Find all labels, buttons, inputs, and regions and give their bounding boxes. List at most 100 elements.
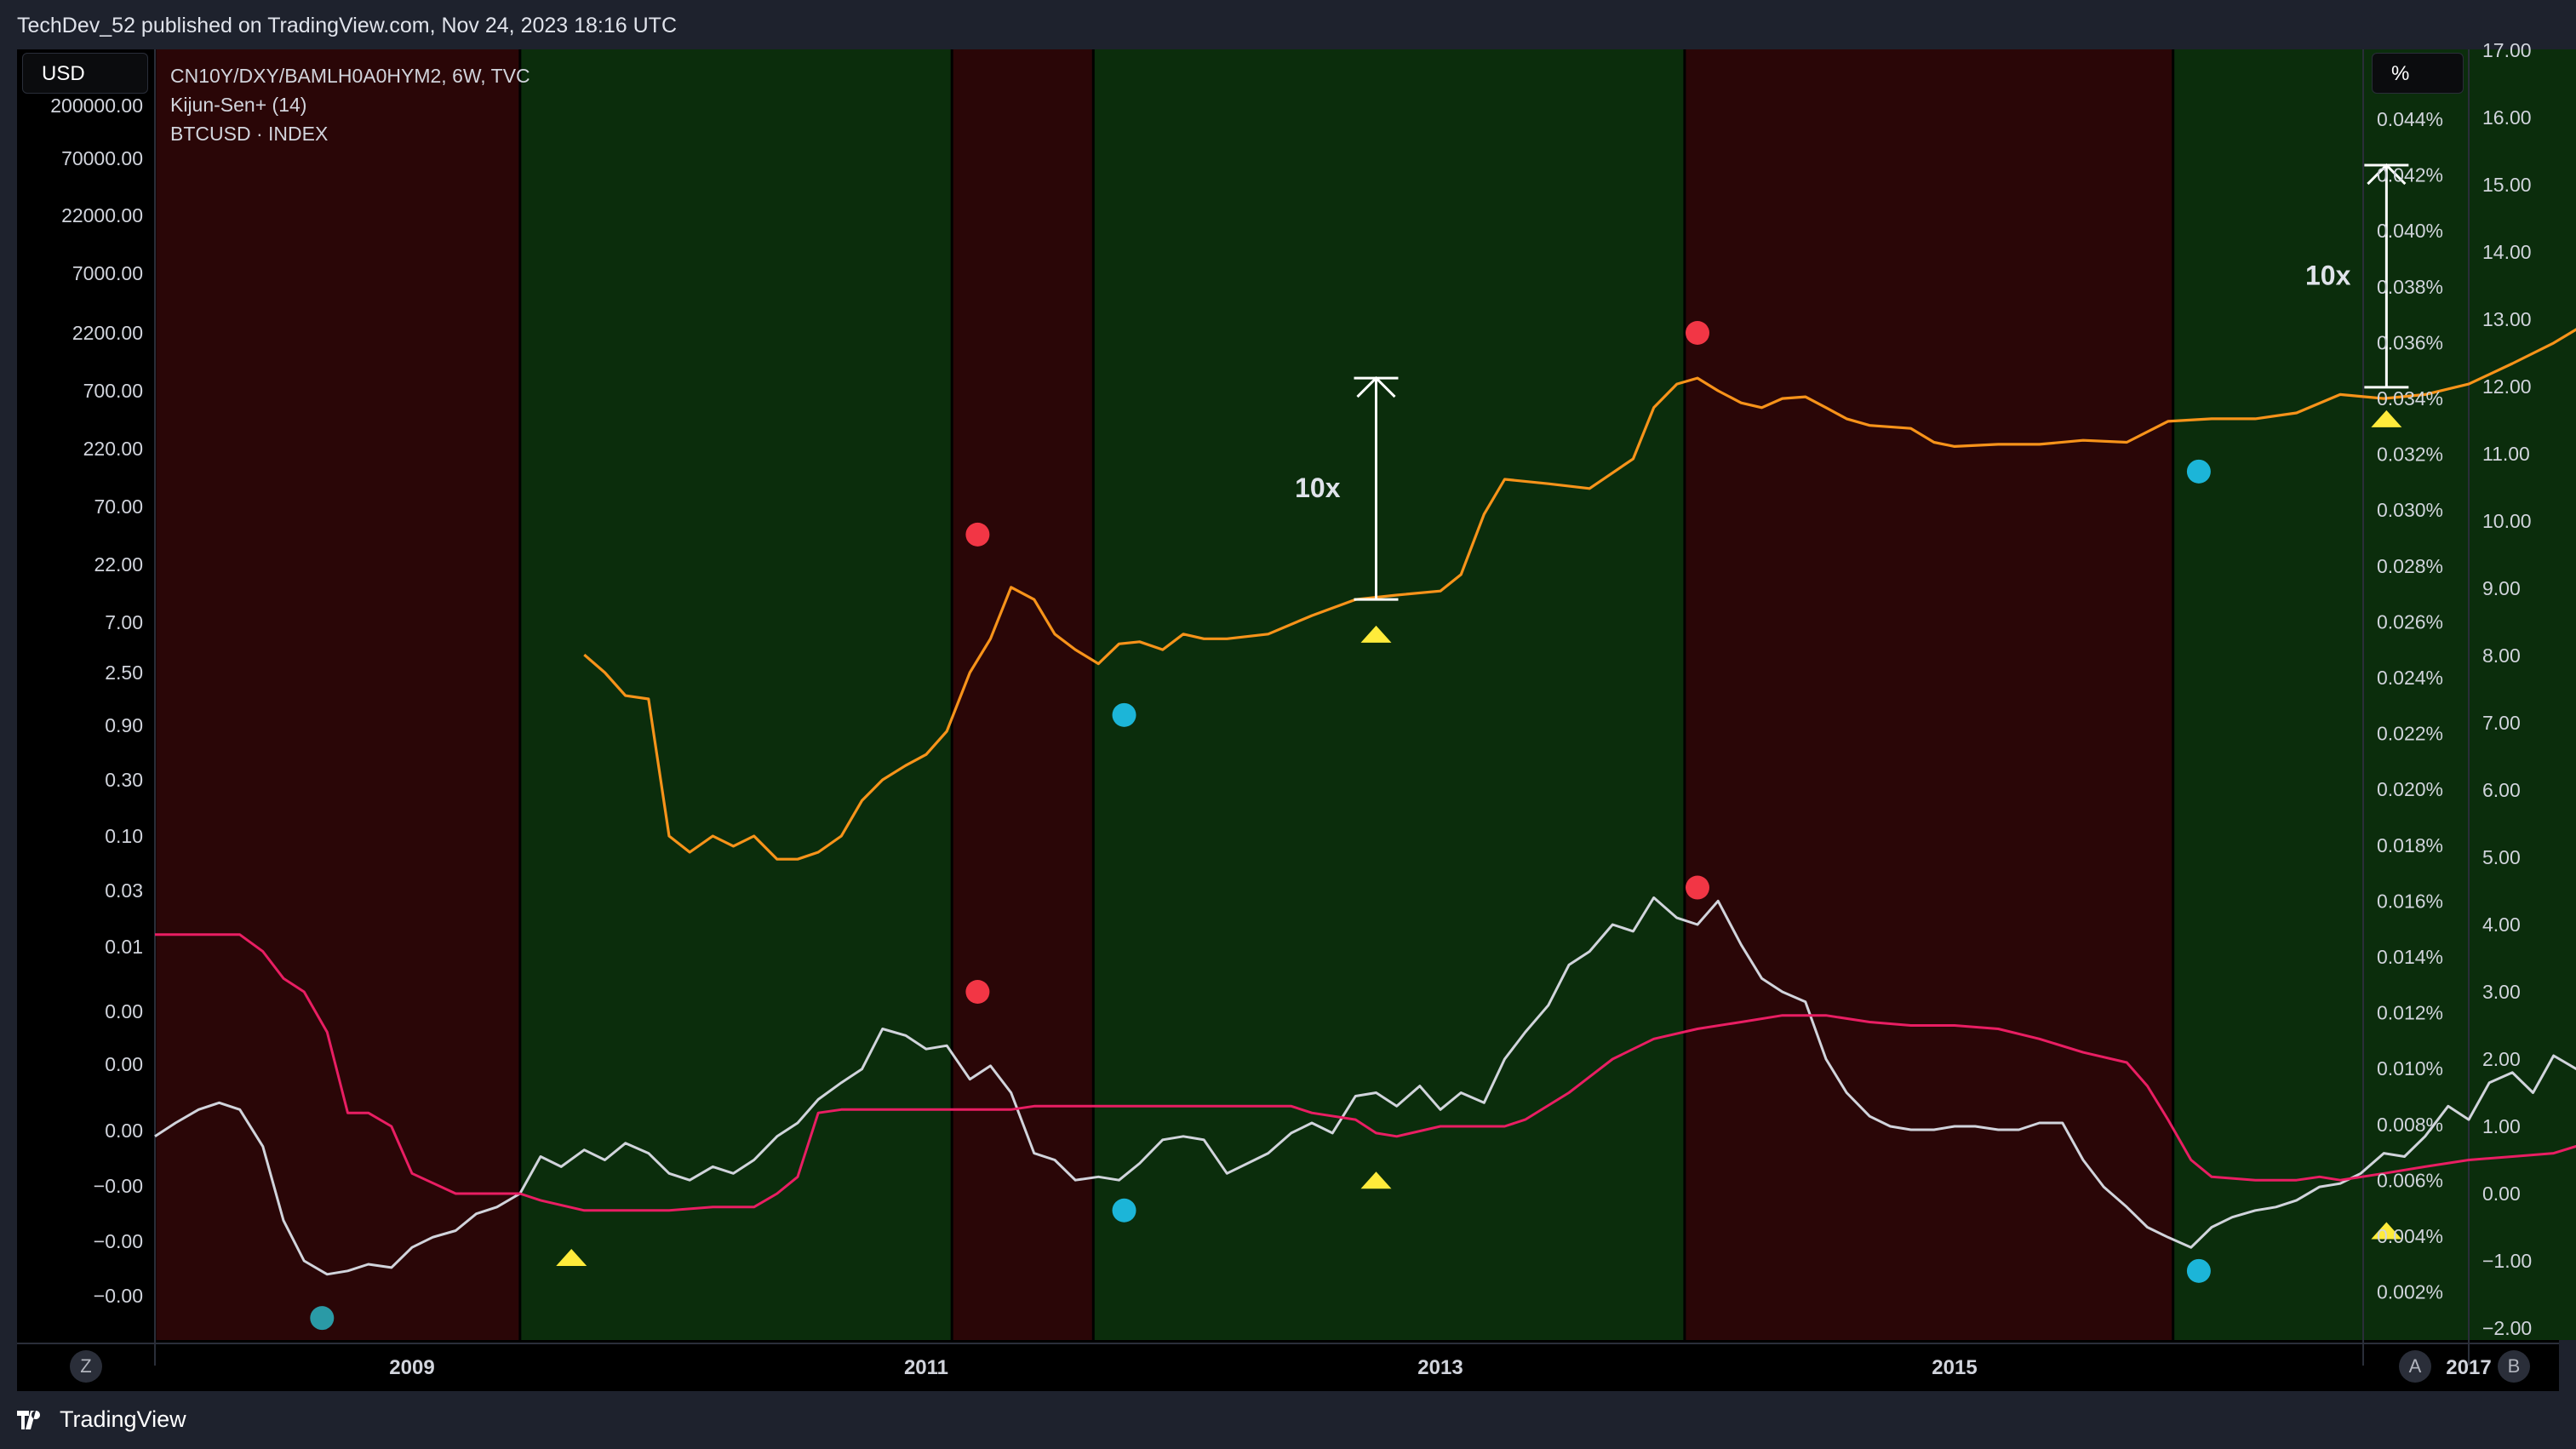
signal-tick-label: 7.00 [2482,712,2521,734]
signal-tick-label: 0.00 [2482,1183,2521,1205]
price-tick-label: 0.00 [105,1120,143,1142]
x-axis: 200920112013201520172019202120232025 [389,1356,2491,1379]
price-tick-label: 0.90 [105,714,143,736]
published-text: TechDev_52 published on TradingView.com,… [17,14,678,37]
percent-tick-label: 0.014% [2377,946,2443,968]
price-tick-label: 0.00 [105,1000,143,1022]
price-tick-label: 0.00 [105,1053,143,1075]
percent-tick-label: 0.022% [2377,723,2443,745]
signal-markers [310,321,2402,1331]
regime-band-risk-on [2172,49,2576,1340]
signal-tick-label: 10.00 [2482,510,2532,532]
signal-tick-label: 15.00 [2482,174,2532,196]
x-tick-label: 2013 [1417,1356,1463,1379]
regime-band-risk-off [952,49,1094,1340]
price-tick-label: 200000.00 [50,94,143,117]
price-tick-label: 0.03 [105,879,143,902]
tradingview-icon [17,1410,41,1429]
entry-triangle-marker[interactable] [2371,410,2402,427]
percent-tick-label: 0.036% [2377,331,2443,353]
axis-separators [17,49,2559,1366]
buy-signal-dot[interactable] [310,1306,335,1331]
percent-tick-label: 0.028% [2377,555,2443,577]
price-tick-label: 220.00 [83,438,143,460]
percent-tick-label: 0.008% [2377,1114,2443,1136]
buy-signal-dot[interactable] [1112,702,1136,727]
signal-tick-label: 12.00 [2482,375,2532,398]
percent-tick-label: 0.030% [2377,499,2443,521]
price-tick-label: −0.00 [94,1285,143,1307]
sell-signal-dot[interactable] [965,980,990,1004]
signal-tick-label: 2.00 [2482,1048,2521,1070]
footer-bar: TradingView [0,1391,2576,1449]
regime-band-risk-off [155,49,520,1340]
signal-tick-label: −1.00 [2482,1250,2532,1272]
brand-name: TradingView [60,1406,186,1432]
price-tick-label: 70000.00 [61,147,143,169]
tradingview-logo[interactable]: TradingView [17,1406,186,1433]
entry-triangle-marker[interactable] [2371,1222,2402,1240]
entry-triangle-marker[interactable] [1360,625,1392,643]
legend-symbol[interactable]: CN10Y/DXY/BAMLH0A0HYM2, 6W, TVC [170,65,530,87]
arrow-annotations: 10x10x7x [1295,163,2409,601]
price-tick-label: 70.00 [94,495,143,518]
zoom-reset-button[interactable]: Z [70,1350,102,1383]
percent-scale-button[interactable]: % [2372,53,2464,94]
right-axis: 17.00 16.00 15.00 14.00 13.00 12.00 11.00 10.00… [2482,39,2532,1339]
series-line-kijun-sen [155,933,2576,1212]
auto-scale-button[interactable]: A [2399,1350,2431,1383]
publish-header: TechDev_52 published on TradingView.com,… [0,0,2576,49]
series-line-bitcoin [583,328,2576,861]
sell-signal-dot[interactable] [1686,875,1709,900]
price-tick-label: 2.50 [105,662,143,684]
signal-tick-label: 14.00 [2482,241,2532,263]
price-tick-label: 22.00 [94,553,143,576]
percent-tick-label: 0.024% [2377,667,2443,689]
x-tick-label: 2017 [2446,1356,2491,1379]
series-lines [154,328,2576,1276]
currency-button[interactable]: USD [22,53,148,94]
percent-axis: 0.044% 0.042% 0.040% 0.038% 0.036% 0.034% 0.03… [2377,108,2443,1303]
signal-tick-label: 13.00 [2482,308,2532,330]
percent-tick-label: 0.020% [2377,778,2443,800]
entry-triangle-marker[interactable] [556,1249,587,1267]
signal-tick-label: 9.00 [2482,577,2521,599]
x-tick-label: 2011 [904,1356,948,1379]
regime-band-risk-on [519,49,953,1340]
signal-tick-label: 16.00 [2482,106,2532,129]
price-tick-label: 700.00 [83,380,143,402]
sell-signal-dot[interactable] [965,522,990,547]
price-tick-label: 7.00 [105,611,143,633]
price-tick-label: 0.10 [105,825,143,847]
multiplier-label: 10x [2305,260,2351,290]
price-tick-label: 2200.00 [72,322,143,344]
entry-triangle-marker[interactable] [1360,1171,1392,1189]
signal-tick-label: −2.00 [2482,1317,2532,1339]
buy-signal-dot[interactable] [1112,1198,1136,1223]
percent-tick-label: 0.044% [2377,108,2443,130]
percent-tick-label: 0.038% [2377,276,2443,298]
legend-indicator[interactable]: Kijun-Sen+ (14) [170,94,307,116]
percent-tick-label: 0.042% [2377,164,2443,186]
regime-band-risk-off [1684,49,2173,1340]
price-tick-label: −0.00 [94,1230,143,1252]
chart-legend: CN10Y/DXY/BAMLH0A0HYM2, 6W, TVC Kijun-Se… [170,61,530,148]
percent-tick-label: 0.032% [2377,444,2443,466]
sell-signal-dot[interactable] [1686,321,1709,345]
percent-tick-label: 0.002% [2377,1281,2443,1303]
percent-tick-label: 0.012% [2377,1002,2443,1024]
buy-signal-dot[interactable] [2186,459,2211,484]
b-scale-button[interactable]: B [2498,1350,2530,1383]
signal-tick-label: 11.00 [2482,443,2530,465]
signal-tick-label: 3.00 [2482,981,2521,1003]
signal-tick-label: 4.00 [2482,914,2521,936]
buy-signal-dot[interactable] [2186,1258,2211,1283]
multiplier-label: 10x [1295,472,1341,503]
x-tick-label: 2015 [1932,1356,1977,1379]
price-tick-label: 0.30 [105,769,143,791]
percent-tick-label: 0.026% [2377,610,2443,633]
percent-tick-label: 0.010% [2377,1057,2443,1080]
legend-overlay[interactable]: BTCUSD · INDEX [170,123,329,145]
left-axis: 200000.00 70000.00 22000.00 7000.00 2200.00 7… [50,94,143,1307]
